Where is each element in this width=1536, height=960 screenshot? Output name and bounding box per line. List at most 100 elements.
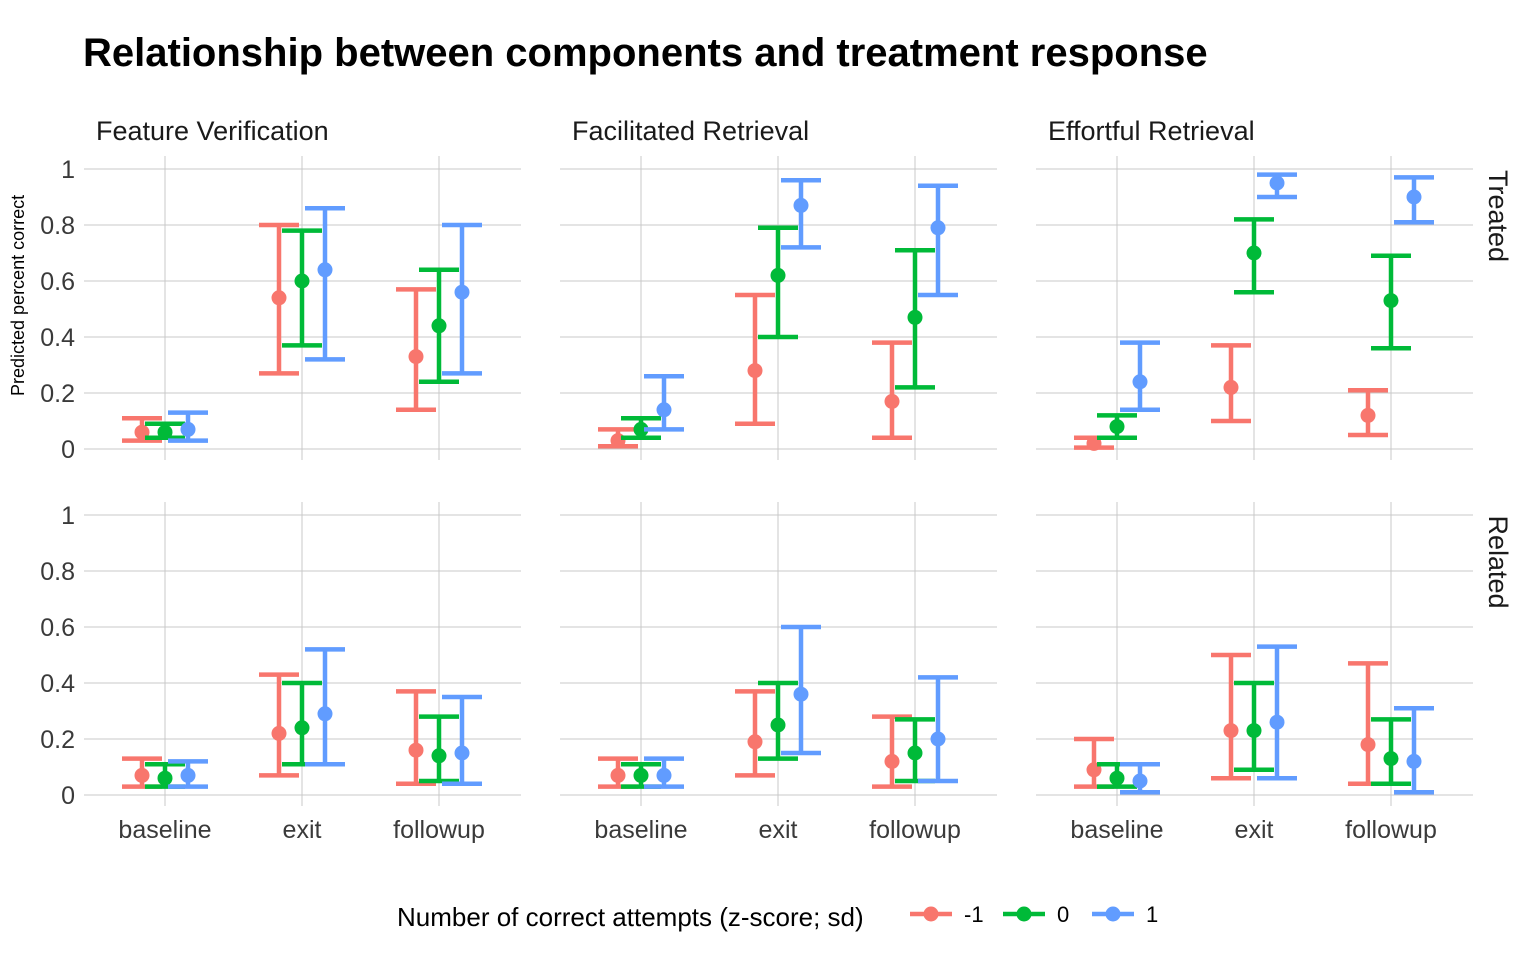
- y-tick-label: 0.6: [40, 614, 75, 642]
- errorbar-series--1-followup: [1348, 661, 1388, 787]
- legend: Number of correct attempts (z-score; sd)…: [397, 902, 1158, 932]
- y-tick-label: 1: [61, 502, 75, 530]
- errorbar-series--1-followup: [396, 689, 436, 787]
- errorbar-series--1-exit: [1211, 343, 1251, 424]
- y-tick-label: 0.2: [40, 726, 75, 754]
- x-tick-label: exit: [759, 816, 798, 844]
- errorbar-series-0-exit: [1234, 217, 1274, 295]
- errorbar-series-0-followup: [419, 267, 459, 385]
- data-point: [431, 318, 447, 334]
- data-point: [930, 220, 946, 236]
- errorbar-series-0-followup: [419, 714, 459, 784]
- errorbar-series-0-exit: [282, 680, 322, 767]
- data-point: [1406, 189, 1422, 205]
- legend-entry--1: -1: [910, 902, 984, 927]
- legend-label: -1: [964, 902, 984, 927]
- data-point: [294, 720, 310, 736]
- data-point: [633, 767, 649, 783]
- data-point: [317, 706, 333, 722]
- x-tick-label: followup: [1345, 816, 1437, 844]
- errorbar-series-1-exit: [781, 177, 821, 250]
- errorbar-series-1-exit: [305, 205, 345, 362]
- errorbar-series-1-followup: [442, 694, 482, 787]
- data-point: [1223, 379, 1239, 395]
- x-tick-label: baseline: [1070, 816, 1163, 844]
- y-tick-label: 0: [61, 436, 75, 464]
- data-point: [793, 197, 809, 213]
- strip-label-column: Feature Verification: [96, 116, 329, 146]
- errorbar-series-0-baseline: [145, 761, 185, 789]
- data-point: [907, 309, 923, 325]
- strip-label-column: Facilitated Retrieval: [572, 116, 809, 146]
- data-point: [408, 349, 424, 365]
- legend-label: 0: [1057, 902, 1069, 927]
- errorbar-series--1-exit: [1211, 652, 1251, 781]
- data-point: [1383, 751, 1399, 767]
- errorbar-series-1-followup: [918, 675, 958, 784]
- legend-key-point: [923, 906, 939, 922]
- legend-label: 1: [1146, 902, 1158, 927]
- panel-related-1: baseline exit followup: [560, 502, 997, 844]
- data-point: [454, 745, 470, 761]
- panel-related-2: Related baseline exit followup: [1036, 502, 1513, 844]
- data-point: [1132, 374, 1148, 390]
- data-point: [180, 767, 196, 783]
- y-tick-label: 0.8: [40, 558, 75, 586]
- x-tick-label: followup: [393, 816, 485, 844]
- facet-panels: 0 0.2 0.4 0.6 0.8 1 Feature Verification Facili…: [40, 116, 1513, 844]
- errorbar-series-1-followup: [918, 183, 958, 298]
- data-point: [907, 745, 923, 761]
- data-point: [633, 421, 649, 437]
- legend-key-point: [1016, 906, 1032, 922]
- panel-treated-2: Effortful Retrieval Treated: [1036, 116, 1513, 460]
- y-tick-label: 0.8: [40, 212, 75, 240]
- data-point: [1246, 245, 1262, 261]
- errorbar-series-1-baseline: [1120, 340, 1160, 413]
- errorbar-series-0-baseline: [621, 761, 661, 789]
- strip-label-row: Related: [1483, 515, 1513, 608]
- data-point: [747, 363, 763, 379]
- errorbar-series-0-baseline: [1097, 413, 1137, 441]
- data-point: [747, 734, 763, 750]
- data-point: [656, 767, 672, 783]
- data-point: [770, 267, 786, 283]
- errorbar-series--1-exit: [735, 292, 775, 427]
- errorbar-series-0-exit: [1234, 680, 1274, 773]
- data-point: [157, 770, 173, 786]
- errorbar-series-0-followup: [895, 247, 935, 390]
- errorbar-series--1-followup: [872, 340, 912, 441]
- data-point: [610, 767, 626, 783]
- errorbar-series-1-followup: [442, 222, 482, 376]
- data-point: [157, 424, 173, 440]
- data-point: [1383, 293, 1399, 309]
- data-point: [1109, 419, 1125, 435]
- errorbar-series-1-followup: [1394, 705, 1434, 795]
- errorbar-series--1-followup: [872, 714, 912, 789]
- x-tick-label: baseline: [594, 816, 687, 844]
- errorbar-series-0-exit: [282, 228, 322, 348]
- errorbar-series--1-exit: [259, 672, 299, 778]
- errorbar-series-0-exit: [758, 225, 798, 340]
- errorbar-series--1-exit: [259, 222, 299, 376]
- errorbar-series--1-exit: [735, 689, 775, 778]
- data-point: [884, 753, 900, 769]
- data-point: [793, 686, 809, 702]
- panel-treated-0: 0 0.2 0.4 0.6 0.8 1 Feature Verification: [40, 116, 521, 464]
- errorbar-series-1-followup: [1394, 175, 1434, 225]
- panel-treated-1: Facilitated Retrieval: [560, 116, 997, 460]
- errorbar-series--1-followup: [396, 287, 436, 413]
- errorbar-series-0-exit: [758, 680, 798, 761]
- data-point: [317, 262, 333, 278]
- data-point: [294, 273, 310, 289]
- panel-related-0: 0 0.2 0.4 0.6 0.8 1 baseline exit followup: [40, 502, 521, 844]
- legend-key-point: [1105, 906, 1121, 922]
- errorbar-series-0-baseline: [145, 421, 185, 441]
- errorbar-series-1-exit: [781, 624, 821, 756]
- errorbar-series-1-baseline: [168, 410, 208, 443]
- x-tick-label: followup: [869, 816, 961, 844]
- data-point: [884, 393, 900, 409]
- errorbar-series-1-exit: [1257, 644, 1297, 781]
- data-point: [930, 731, 946, 747]
- data-point: [271, 290, 287, 306]
